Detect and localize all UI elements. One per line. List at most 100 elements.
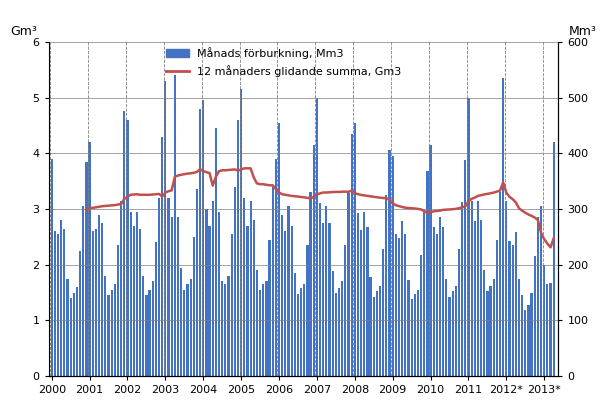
Bar <box>499 192 501 376</box>
Bar <box>126 120 129 376</box>
Bar <box>464 160 466 376</box>
Bar <box>458 249 460 376</box>
Bar <box>246 226 248 376</box>
Bar <box>477 201 479 376</box>
Bar <box>316 97 318 376</box>
Bar <box>300 288 302 376</box>
Bar <box>294 273 296 376</box>
Bar <box>524 311 526 376</box>
Bar <box>149 290 151 376</box>
Bar <box>446 279 447 376</box>
Bar <box>363 212 365 376</box>
Bar <box>398 238 400 376</box>
Bar <box>278 122 280 376</box>
Bar <box>496 240 498 376</box>
Bar <box>287 206 290 376</box>
Bar <box>110 290 113 376</box>
Bar <box>281 214 283 376</box>
Bar <box>73 293 75 376</box>
Bar <box>70 298 72 376</box>
Bar <box>123 112 126 376</box>
Bar <box>512 245 514 376</box>
Bar <box>373 297 375 376</box>
Bar <box>303 284 305 376</box>
Bar <box>237 120 239 376</box>
Bar <box>313 145 315 376</box>
Bar <box>452 291 454 376</box>
Bar <box>360 230 362 376</box>
Bar <box>205 209 208 376</box>
Bar <box>546 284 549 376</box>
Bar <box>224 284 226 376</box>
Bar <box>275 159 277 376</box>
Bar <box>518 279 520 376</box>
Text: Gm³: Gm³ <box>10 25 37 38</box>
Bar <box>319 204 321 376</box>
Bar <box>392 156 394 376</box>
Bar <box>180 268 182 376</box>
Bar <box>470 201 473 376</box>
Bar <box>256 270 258 376</box>
Bar <box>540 206 542 376</box>
Bar <box>325 206 328 376</box>
Bar <box>98 214 100 376</box>
Bar <box>63 229 66 376</box>
Bar <box>215 128 217 376</box>
Bar <box>139 229 141 376</box>
Bar <box>161 137 163 376</box>
Bar <box>86 162 87 376</box>
Bar <box>420 255 422 376</box>
Bar <box>145 296 148 376</box>
Bar <box>357 214 359 376</box>
Bar <box>271 187 274 376</box>
Bar <box>183 290 185 376</box>
Bar <box>218 212 220 376</box>
Legend: Månads förburkning, Mm3, 12 månaders glidande summa, Gm3: Månads förburkning, Mm3, 12 månaders gli… <box>166 47 402 77</box>
Bar <box>199 109 201 376</box>
Bar <box>417 290 419 376</box>
Bar <box>107 296 110 376</box>
Bar <box>101 223 103 376</box>
Bar <box>370 277 371 376</box>
Bar <box>426 171 429 376</box>
Bar <box>114 284 116 376</box>
Bar <box>284 231 287 376</box>
Bar <box>76 287 78 376</box>
Bar <box>341 281 344 376</box>
Bar <box>439 217 441 376</box>
Bar <box>505 201 507 376</box>
Bar <box>95 229 97 376</box>
Bar <box>104 276 106 376</box>
Bar <box>455 286 457 376</box>
Bar <box>262 284 265 376</box>
Bar <box>243 198 245 376</box>
Bar <box>407 280 410 376</box>
Bar <box>208 226 211 376</box>
Bar <box>537 217 539 376</box>
Bar <box>509 241 510 376</box>
Bar <box>136 212 138 376</box>
Bar <box>120 201 122 376</box>
Bar <box>483 270 486 376</box>
Bar <box>322 223 324 376</box>
Bar <box>221 281 223 376</box>
Bar <box>117 245 119 376</box>
Bar <box>388 150 391 376</box>
Bar <box>527 305 529 376</box>
Bar <box>249 201 252 376</box>
Bar <box>129 212 132 376</box>
Bar <box>168 198 169 376</box>
Bar <box>414 294 416 376</box>
Bar <box>376 291 378 376</box>
Bar <box>449 297 450 376</box>
Bar <box>367 227 368 376</box>
Bar <box>177 217 179 376</box>
Bar <box>473 221 476 376</box>
Bar <box>433 227 435 376</box>
Bar <box>82 206 84 376</box>
Bar <box>171 217 173 376</box>
Bar <box>297 294 299 376</box>
Bar <box>152 281 154 376</box>
Bar <box>307 245 308 376</box>
Bar <box>57 234 59 376</box>
